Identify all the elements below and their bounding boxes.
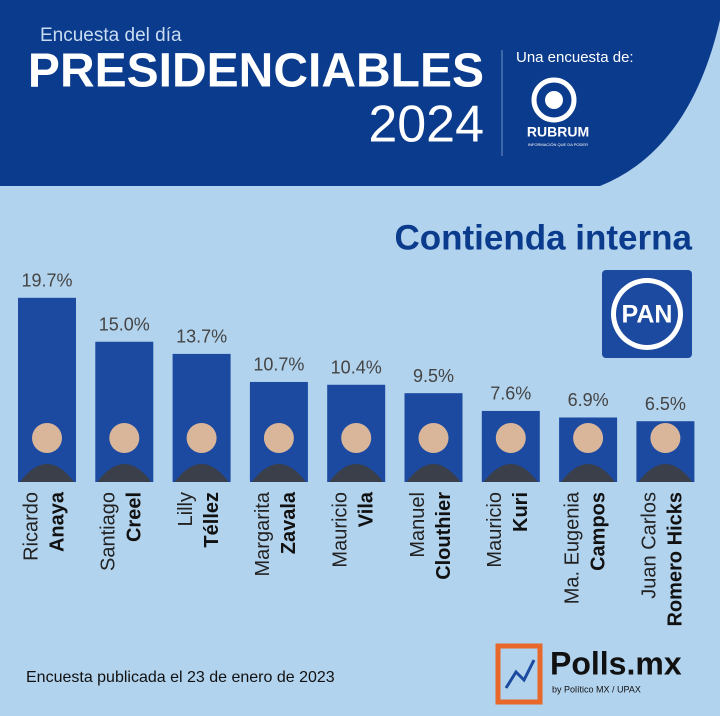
name-last: Clouthier [433,492,455,580]
name-first: Juan Carlos [639,492,661,599]
brand-logo [495,643,543,705]
source-tagline: INFORMACIÓN QUE DA PODER [528,142,588,147]
value-label: 13.7% [176,327,227,347]
portrait-head [32,423,62,453]
brand-sub: by Político MX / UPAX [552,684,641,694]
name-first: Ricardo [20,492,42,561]
portrait-body [561,464,616,482]
portrait-head [418,423,449,453]
value-label: 19.7% [21,271,72,291]
portrait-body [20,464,74,482]
name-first: Ma. Eugenia [561,491,583,604]
value-label: 15.0% [99,315,150,335]
value-label: 6.5% [645,394,686,414]
name-last: Creel [124,492,146,542]
party-name: PAN [622,301,673,329]
value-label: 6.9% [568,390,609,410]
source-name: RUBRUM [527,124,589,140]
name-last: Anaya [46,491,68,552]
name-first: Lilly [175,492,197,526]
portrait-head [650,423,681,453]
footnote: Encuesta publicada el 23 de enero de 202… [26,669,335,686]
name-first: Mauricio [329,492,351,568]
value-label: 10.4% [331,358,382,378]
portrait-head [495,423,526,453]
header-band [0,0,720,186]
year: 2024 [368,96,484,154]
portrait-body [174,464,229,482]
portrait-body [97,464,152,482]
name-first: Santiago [98,492,120,571]
portrait-body [638,464,693,482]
portrait-head [341,423,372,453]
bar [172,353,231,482]
value-label: 10.7% [253,355,304,375]
kicker: Encuesta del día [40,25,182,46]
rubrum-logo-dot [545,91,563,109]
name-last: Téllez [201,492,223,548]
portrait-head [263,423,294,453]
brand-logo-line [504,659,536,689]
bar [18,297,76,482]
portrait-head [109,423,140,453]
rubrum-logo [531,77,577,123]
portrait-body [483,464,538,482]
value-label: 9.5% [413,366,454,386]
subtitle: Contienda interna [394,218,692,257]
name-last: Vila [355,491,377,527]
title: PRESIDENCIABLES [28,45,484,98]
value-label: 7.6% [490,384,531,404]
name-last: Kuri [510,492,532,532]
party-logo-inner [616,283,678,345]
portrait-head [573,423,604,453]
portrait-body [406,464,461,482]
portrait-body [329,464,384,482]
name-last: Romero Hicks [665,492,687,627]
bar [95,341,154,482]
name-last: Campos [587,492,609,571]
portrait-head [186,423,217,453]
name-first: Margarita [252,491,274,576]
name-last: Zavala [278,491,300,554]
brand: Polls.mx [550,645,682,681]
name-first: Manuel [407,492,429,558]
source-intro: Una encuesta de: [516,49,634,66]
name-first: Mauricio [484,492,506,568]
portrait-body [251,464,306,482]
